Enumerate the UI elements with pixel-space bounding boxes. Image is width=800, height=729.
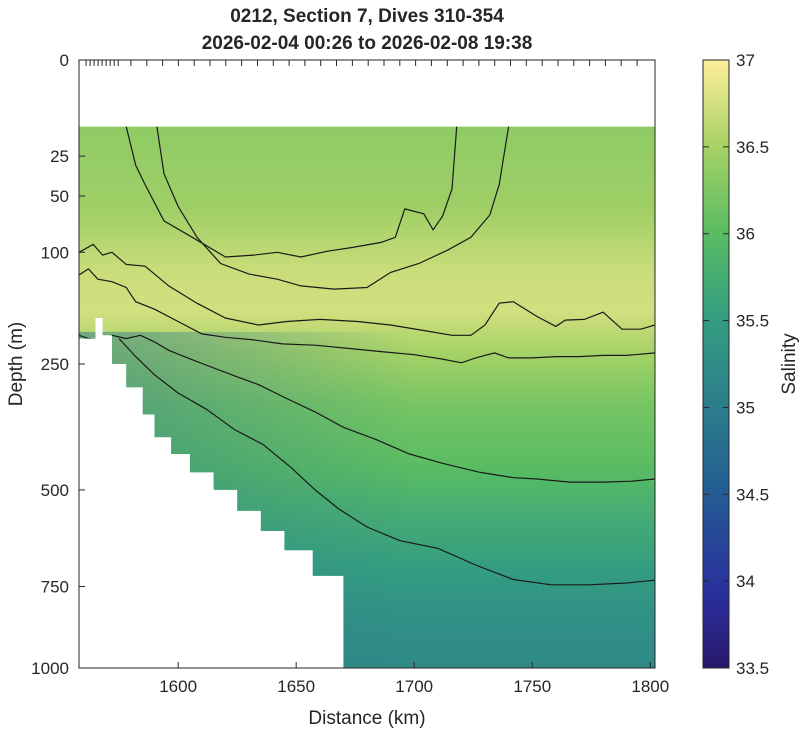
y-axis-ticks: 0 25 50 100 250 500 750 1000 [31, 51, 85, 678]
x-tick-label: 1750 [513, 677, 551, 696]
colorbar-label: Salinity [779, 333, 800, 395]
y-tick-label: 25 [50, 147, 69, 166]
x-tick-label: 1700 [395, 677, 433, 696]
colorbar-tick-label: 35 [736, 398, 755, 417]
plot-area [79, 126, 655, 668]
y-tick-label: 500 [41, 481, 69, 500]
colorbar-tick-label: 36.5 [736, 138, 769, 157]
axes-box [78, 59, 656, 669]
colorbar-tick-label: 36 [736, 225, 755, 244]
dive-position-ticks [85, 60, 638, 66]
contour-line-2 [156, 126, 510, 290]
bathymetry-mask [79, 318, 344, 668]
y-tick-label: 0 [60, 51, 69, 70]
salinity-contours [79, 126, 655, 586]
x-axis-ticks: 1600 1650 1700 1750 1800 [159, 662, 669, 696]
chart-title: 0212, Section 7, Dives 310-354 [230, 6, 504, 27]
contour-line-1 [125, 126, 458, 258]
y-tick-label: 750 [41, 578, 69, 597]
y-tick-label: 1000 [31, 659, 69, 678]
y-tick-label: 250 [41, 355, 69, 374]
y-tick-label: 50 [50, 187, 69, 206]
x-tick-label: 1600 [159, 677, 197, 696]
y-tick-label: 100 [41, 243, 69, 262]
colorbar-tick-label: 33.5 [736, 659, 769, 678]
contour-line-3 [79, 243, 655, 336]
contour-line-6 [118, 338, 655, 586]
contour-line-5 [79, 334, 655, 483]
colorbar-tick-label: 37 [736, 51, 755, 70]
y-axis-label: Depth (m) [6, 322, 27, 406]
colorbar-tick-label: 35.5 [736, 312, 769, 331]
x-axis-label: Distance (km) [308, 708, 425, 729]
x-tick-label: 1800 [631, 677, 669, 696]
chart-subtitle: 2026-02-04 00:26 to 2026-02-08 19:38 [202, 33, 533, 54]
colorbar-tick-label: 34 [736, 572, 755, 591]
colorbar-ticks: 33.5 34 34.5 35 35.5 36 36.5 37 [703, 51, 769, 678]
colorbar [702, 59, 730, 669]
colorbar-tick-label: 34.5 [736, 485, 769, 504]
x-tick-label: 1650 [277, 677, 315, 696]
contour-line-4 [79, 268, 655, 364]
